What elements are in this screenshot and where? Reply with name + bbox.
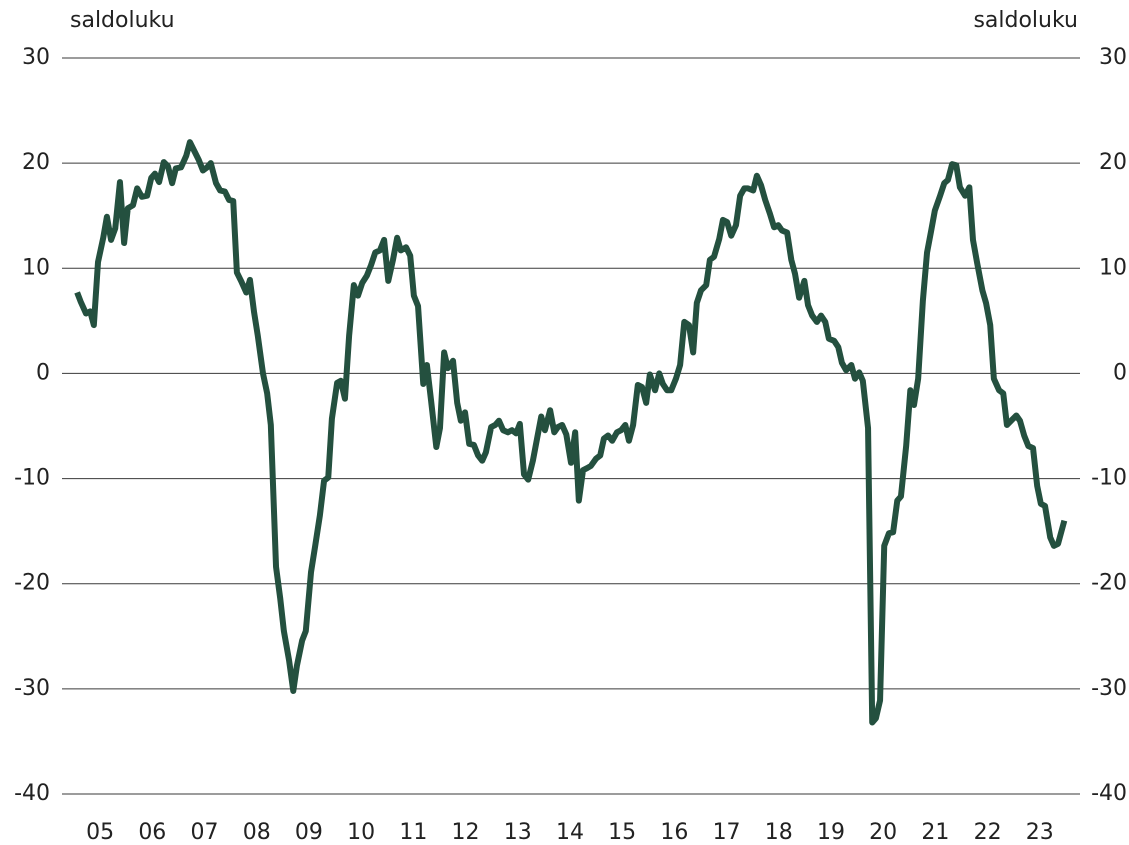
y2-tick-label: -20 <box>1091 571 1127 596</box>
x-tick-label: 10 <box>347 820 375 845</box>
x-tick-label: 14 <box>556 820 584 845</box>
x-tick-label: 19 <box>817 820 845 845</box>
x-tick-label: 07 <box>191 820 219 845</box>
y2-tick-label: 30 <box>1099 45 1127 70</box>
x-tick-label: 06 <box>138 820 166 845</box>
x-tick-label: 16 <box>660 820 688 845</box>
x-tick-label: 15 <box>608 820 636 845</box>
x-tick-label: 13 <box>504 820 532 845</box>
y2-tick-label: -40 <box>1091 781 1127 806</box>
y-tick-label: 30 <box>22 45 50 70</box>
y-tick-label: -20 <box>14 571 50 596</box>
y2-tick-label: 20 <box>1099 150 1127 175</box>
x-tick-label: 23 <box>1026 820 1054 845</box>
y2-tick-label: -30 <box>1091 676 1127 701</box>
data-line <box>74 139 1068 726</box>
x-tick-label: 22 <box>974 820 1002 845</box>
y2-tick-label: 0 <box>1113 360 1127 385</box>
x-tick-label: 08 <box>243 820 271 845</box>
y2-axis-label: saldoluku <box>973 8 1078 33</box>
y2-tick-label: 10 <box>1099 255 1127 280</box>
x-tick-label: 09 <box>295 820 323 845</box>
y2-tick-label: -10 <box>1091 466 1127 491</box>
x-tick-label: 21 <box>921 820 949 845</box>
y-tick-label: 20 <box>22 150 50 175</box>
y-tick-label: -10 <box>14 466 50 491</box>
x-tick-label: 11 <box>399 820 427 845</box>
y-tick-label: -40 <box>14 781 50 806</box>
x-tick-label: 18 <box>765 820 793 845</box>
y-tick-label: 0 <box>36 360 50 385</box>
y-tick-label: -30 <box>14 676 50 701</box>
x-tick-label: 20 <box>869 820 897 845</box>
y-tick-label: 10 <box>22 255 50 280</box>
x-tick-label: 17 <box>713 820 741 845</box>
y-axis-label: saldoluku <box>70 8 175 33</box>
x-tick-label: 12 <box>452 820 480 845</box>
x-tick-label: 05 <box>86 820 114 845</box>
